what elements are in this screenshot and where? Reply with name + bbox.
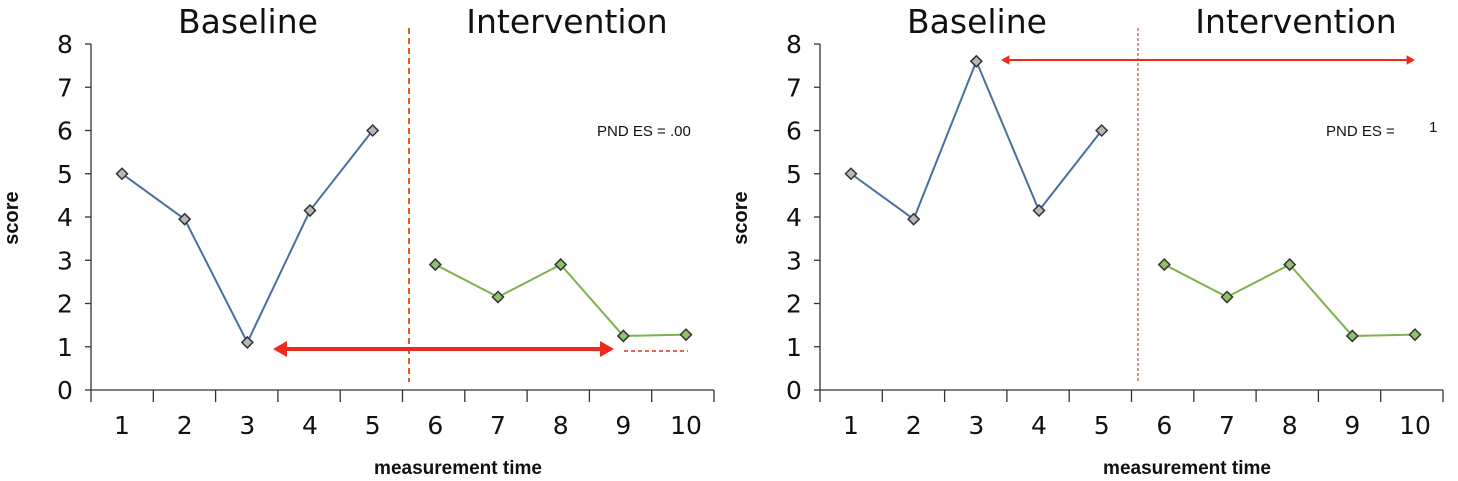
x-tick-label: 6 [427,411,443,440]
intervention-data-point [1283,258,1297,272]
y-tick-label: 8 [57,30,73,59]
baseline-data-point [844,167,858,181]
y-tick-label: 1 [786,333,802,362]
y-tick-label: 5 [57,160,73,189]
x-tick-label: 1 [114,411,130,440]
pnd-annotation: PND ES = [1326,123,1395,140]
x-tick-label: 7 [1219,411,1235,440]
intervention-data-point [1408,328,1422,342]
x-tick-label: 9 [1344,411,1360,440]
x-tick-label: 2 [906,411,922,440]
baseline-data-point [366,123,380,138]
y-tick-label: 7 [786,73,802,102]
phase-label-intervention: Intervention [1195,2,1396,41]
range-arrow-head-right [1406,55,1415,65]
chart-panel-left: 0 1 2 3 4 5 6 7 8 1 2 3 4 5 6 7 8 9 10 measurement time scor… [1,2,715,479]
baseline-series-line [850,58,1103,221]
baseline-data-point [1095,123,1109,138]
y-tick-label: 7 [57,73,73,102]
y-axis-title: score [730,191,752,244]
y-tick-label: 6 [57,117,73,146]
pnd-annotation: PND ES = .00 [597,123,691,140]
intervention-data-point [1157,258,1171,272]
baseline-data-point [969,54,983,68]
range-arrow-head-left [1001,55,1010,65]
y-tick-label: 3 [57,246,73,275]
intervention-data-point [1345,329,1359,343]
baseline-data-point [178,212,192,226]
x-tick-label: 2 [177,411,193,440]
pnd-annotation-value: 1 [1429,119,1437,136]
x-tick-label: 10 [670,411,702,440]
x-tick-label: 8 [1282,411,1298,440]
y-tick-label: 6 [786,117,802,146]
y-tick-label: 1 [57,333,73,362]
x-tick-label: 5 [365,411,381,440]
intervention-series-line [1163,263,1416,337]
intervention-data-point [491,290,505,304]
intervention-series-line [434,263,687,337]
x-tick-label: 10 [1399,411,1431,440]
phase-label-intervention: Intervention [466,2,667,41]
baseline-data-point [115,167,129,181]
baseline-data-point [303,203,317,218]
intervention-data-point [679,328,693,342]
x-tick-label: 3 [239,411,255,440]
y-tick-label: 3 [786,246,802,275]
x-axis-title: measurement time [374,458,542,479]
phase-label-baseline: Baseline [907,2,1047,41]
baseline-data-point [907,212,921,226]
chart-panel-right: 0 1 2 3 4 5 6 7 8 1 2 3 4 5 6 7 8 9 10 measurement time scor… [730,2,1444,479]
x-tick-label: 5 [1094,411,1110,440]
x-tick-label: 7 [490,411,506,440]
x-tick-label: 9 [615,411,631,440]
y-tick-label: 4 [786,203,802,232]
y-tick-label: 2 [57,290,73,319]
intervention-data-point [554,258,568,272]
range-arrow-head-left [273,341,287,357]
x-tick-label: 3 [968,411,984,440]
range-arrow-head-right [600,341,614,357]
baseline-data-point [1032,203,1046,218]
x-tick-label: 4 [1031,411,1047,440]
x-tick-label: 1 [843,411,859,440]
y-tick-label: 2 [786,290,802,319]
y-tick-label: 4 [57,203,73,232]
y-tick-label: 5 [786,160,802,189]
y-tick-label: 8 [786,30,802,59]
x-tick-label: 8 [553,411,569,440]
y-axis-title: score [1,191,23,244]
x-tick-label: 6 [1156,411,1172,440]
x-tick-label: 4 [302,411,318,440]
intervention-data-point [1220,290,1234,304]
intervention-data-point [428,258,442,272]
intervention-data-point [616,329,630,343]
y-tick-label: 0 [786,376,802,405]
y-tick-label: 0 [57,376,73,405]
x-axis-title: measurement time [1103,458,1271,479]
baseline-series-line [121,129,374,345]
phase-label-baseline: Baseline [178,2,318,41]
baseline-data-point [240,335,254,349]
